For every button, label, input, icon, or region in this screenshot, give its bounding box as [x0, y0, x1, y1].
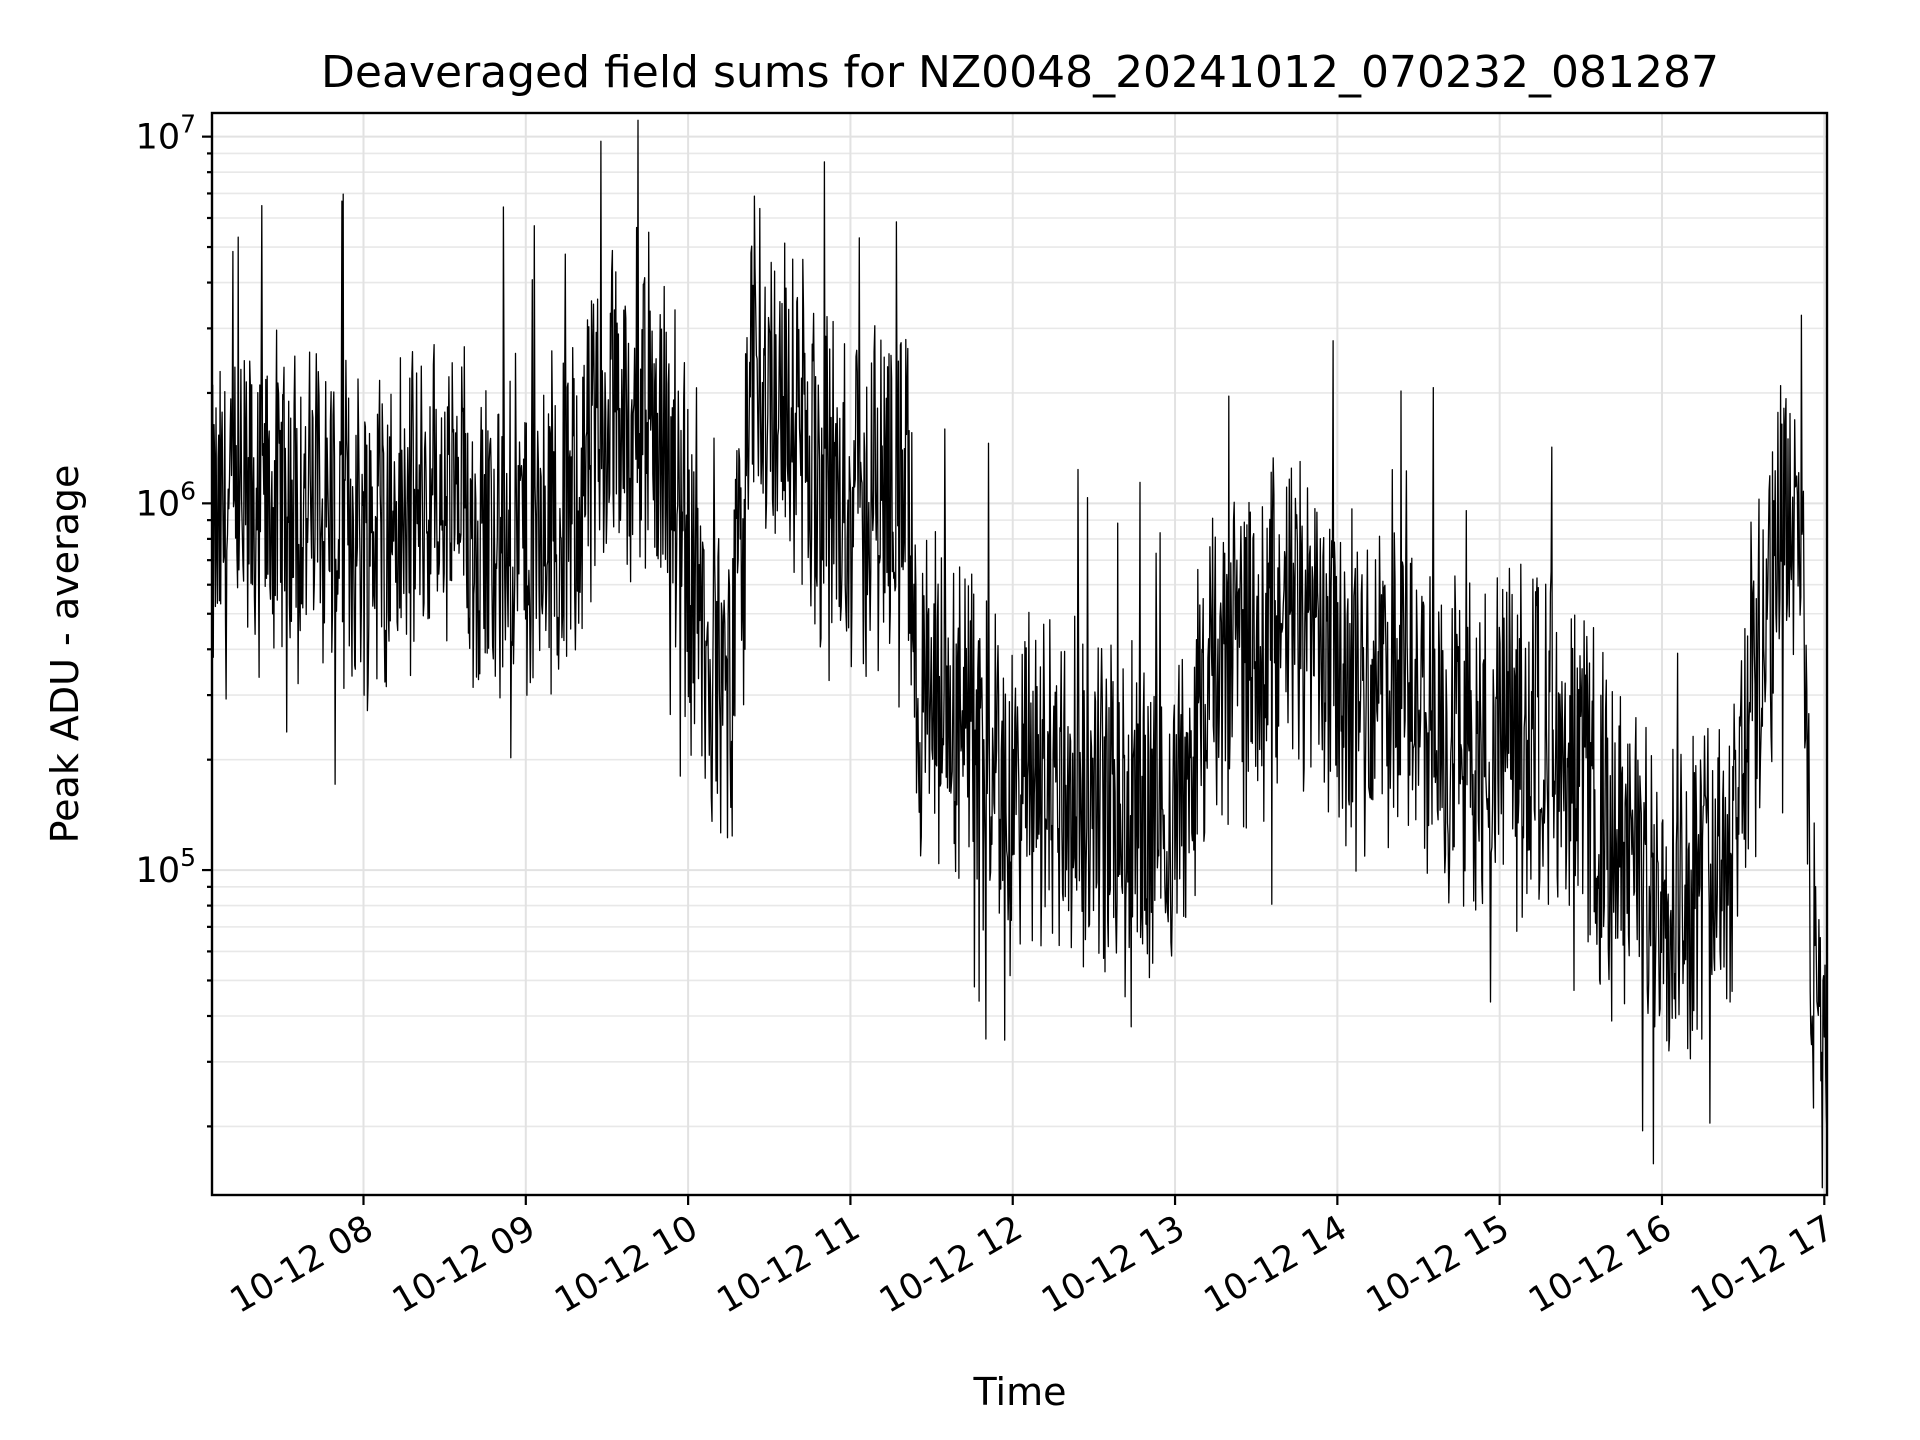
chart-title: Deaveraged field sums for NZ0048_2024101… — [321, 47, 1719, 98]
plot-frame — [210, 111, 1829, 1197]
x-tick-label: 10-12 17 — [1685, 1208, 1841, 1321]
x-axis-label: Time — [973, 1370, 1067, 1414]
x-tick-label: 10-12 11 — [711, 1208, 867, 1321]
y-tick-label: 107 — [136, 110, 196, 158]
x-tick-label: 10-12 09 — [386, 1208, 542, 1321]
y-tick-label: 106 — [136, 476, 196, 524]
series-layer — [211, 119, 1828, 1189]
x-tick-label: 10-12 14 — [1198, 1208, 1354, 1321]
y-axis-label: Peak ADU - average — [43, 465, 87, 844]
series-line — [211, 119, 1828, 1189]
x-tick-label: 10-12 10 — [548, 1208, 704, 1321]
y-tick-label: 105 — [136, 843, 196, 891]
grid — [212, 113, 1827, 1195]
x-tick-label: 10-12 12 — [873, 1208, 1029, 1321]
x-tick-label: 10-12 13 — [1035, 1208, 1191, 1321]
x-tick-label: 10-12 16 — [1522, 1208, 1678, 1321]
x-tick-label: 10-12 15 — [1360, 1208, 1516, 1321]
x-tick-label: 10-12 08 — [224, 1208, 380, 1321]
